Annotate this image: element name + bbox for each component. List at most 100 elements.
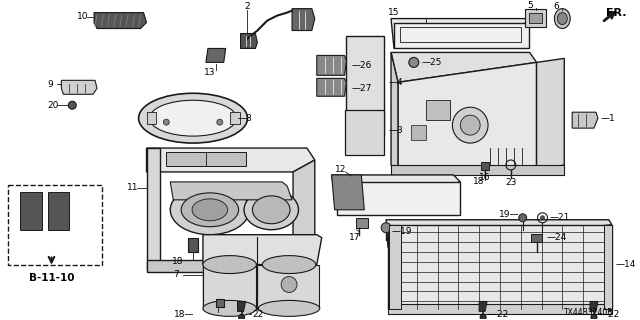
Polygon shape [203, 235, 322, 265]
Text: —1: —1 [601, 114, 616, 123]
Text: —26: —26 [351, 61, 372, 70]
Circle shape [460, 115, 480, 135]
Text: 7: 7 [173, 270, 179, 279]
Text: —21: —21 [549, 213, 570, 222]
Text: TX44B3740B: TX44B3740B [564, 308, 614, 317]
Polygon shape [147, 148, 315, 172]
Polygon shape [147, 148, 161, 269]
Ellipse shape [203, 300, 257, 316]
Text: 23: 23 [505, 179, 516, 188]
Circle shape [239, 314, 244, 320]
Polygon shape [388, 225, 612, 309]
Text: —22: —22 [489, 310, 509, 319]
Text: —27: —27 [351, 84, 372, 93]
Text: 13: 13 [204, 68, 216, 77]
Text: 17: 17 [348, 233, 360, 242]
Bar [529, 12, 543, 23]
Polygon shape [61, 80, 97, 94]
Circle shape [591, 314, 597, 320]
Polygon shape [203, 265, 317, 309]
Bar [257, 265, 319, 308]
Text: —4: —4 [388, 78, 403, 87]
Text: 20: 20 [47, 101, 59, 110]
Circle shape [381, 223, 391, 233]
Ellipse shape [259, 300, 320, 316]
Text: —24: —24 [547, 233, 566, 242]
Text: 5: 5 [528, 1, 534, 10]
Polygon shape [337, 182, 460, 215]
Text: 12: 12 [335, 165, 346, 174]
Polygon shape [188, 238, 198, 252]
Text: —19: —19 [392, 227, 413, 236]
Ellipse shape [557, 12, 567, 25]
Polygon shape [147, 112, 156, 124]
Bar [389, 225, 401, 309]
Polygon shape [47, 192, 69, 230]
Polygon shape [317, 55, 346, 75]
Text: 18: 18 [172, 257, 184, 266]
Circle shape [281, 276, 297, 292]
Ellipse shape [554, 9, 570, 28]
Text: 15: 15 [388, 8, 400, 17]
Polygon shape [293, 160, 315, 272]
Ellipse shape [244, 190, 298, 230]
Circle shape [480, 314, 486, 320]
Polygon shape [531, 234, 543, 242]
Bar [203, 265, 257, 308]
Text: 19—: 19— [499, 210, 520, 219]
Polygon shape [536, 59, 564, 170]
Polygon shape [332, 175, 460, 208]
Text: 2: 2 [244, 2, 250, 11]
Bar [8, 185, 102, 265]
Bar [426, 100, 451, 120]
Text: —3: —3 [388, 126, 403, 135]
Polygon shape [398, 62, 536, 170]
Polygon shape [292, 9, 315, 30]
Ellipse shape [170, 185, 250, 235]
Polygon shape [241, 34, 257, 48]
Text: 16: 16 [479, 173, 491, 182]
Bar [346, 36, 384, 135]
Text: 22: 22 [252, 310, 264, 319]
Polygon shape [206, 48, 226, 62]
Polygon shape [394, 23, 529, 48]
Circle shape [163, 119, 170, 125]
Polygon shape [391, 52, 398, 170]
Circle shape [68, 101, 76, 109]
Bar [400, 27, 521, 43]
Bar [525, 9, 547, 27]
Polygon shape [20, 192, 42, 230]
Polygon shape [147, 260, 315, 272]
Polygon shape [317, 78, 346, 96]
Text: 18—: 18— [173, 310, 194, 319]
Text: —25: —25 [422, 58, 442, 67]
Polygon shape [391, 165, 564, 175]
Polygon shape [356, 218, 368, 228]
Circle shape [452, 107, 488, 143]
Ellipse shape [203, 256, 257, 274]
Polygon shape [391, 19, 529, 48]
Text: 9: 9 [47, 80, 53, 89]
Polygon shape [391, 52, 536, 82]
Ellipse shape [150, 100, 237, 136]
Polygon shape [479, 301, 487, 311]
Circle shape [519, 214, 527, 222]
Circle shape [541, 216, 545, 220]
Polygon shape [94, 12, 147, 28]
Ellipse shape [252, 196, 290, 224]
Polygon shape [170, 182, 292, 200]
Ellipse shape [139, 93, 248, 143]
Bar [344, 110, 384, 155]
Circle shape [409, 57, 419, 68]
Text: 11: 11 [127, 183, 138, 192]
Text: FR.: FR. [606, 8, 627, 18]
Polygon shape [590, 301, 598, 311]
Polygon shape [481, 162, 489, 170]
Polygon shape [386, 220, 612, 248]
Ellipse shape [192, 199, 228, 221]
Text: —22: —22 [600, 310, 620, 319]
Polygon shape [572, 112, 598, 128]
Text: B-11-10: B-11-10 [29, 273, 74, 283]
Circle shape [217, 119, 223, 125]
Polygon shape [230, 112, 239, 124]
